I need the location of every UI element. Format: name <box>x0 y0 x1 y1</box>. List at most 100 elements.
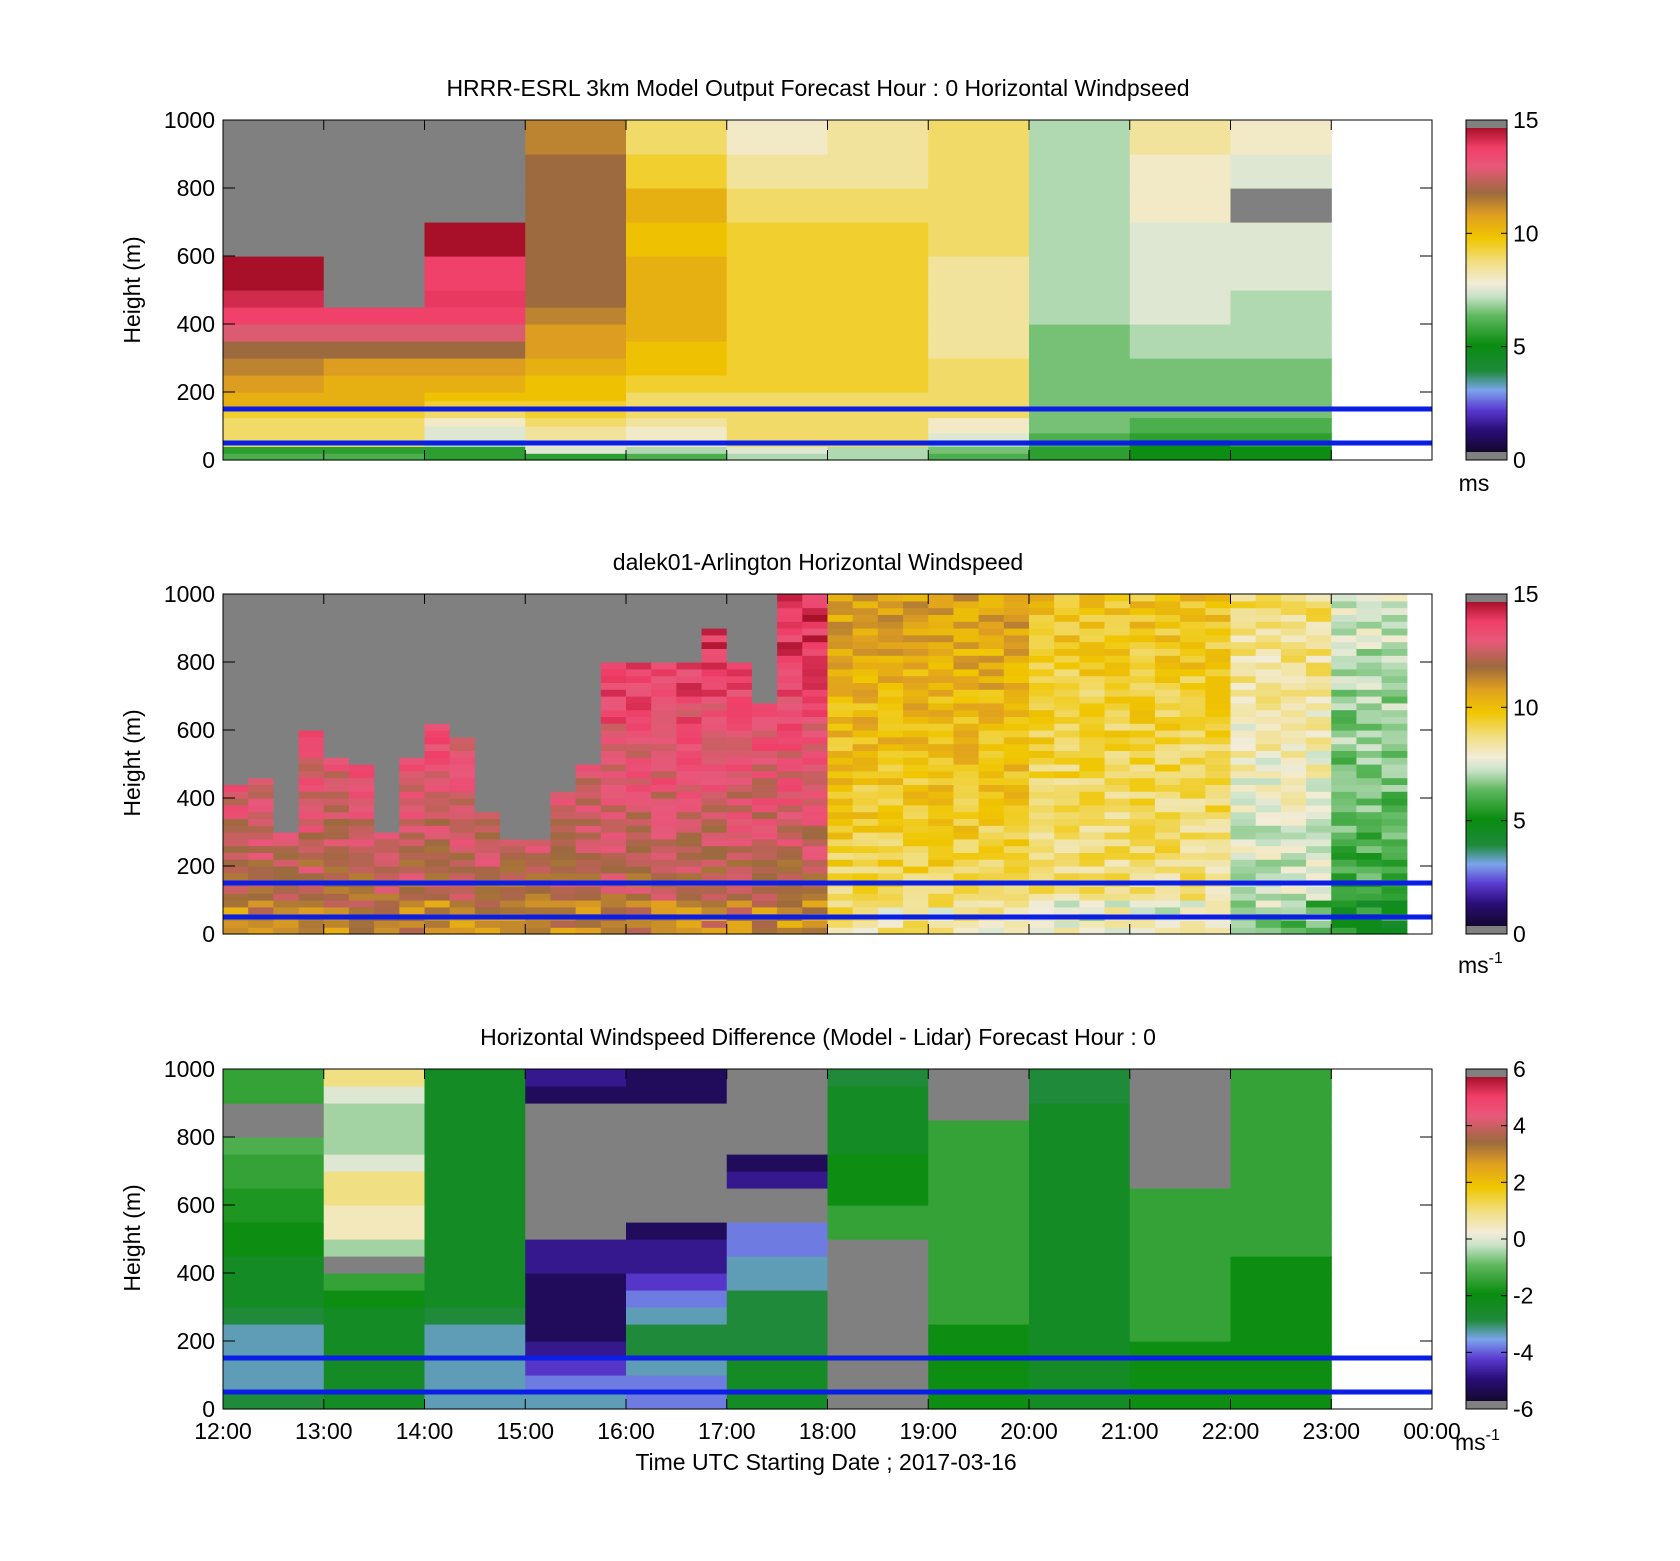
heatmap-cell <box>1104 764 1131 772</box>
heatmap-cell <box>928 859 955 867</box>
heatmap-cell <box>726 716 753 724</box>
heatmap-cell <box>273 927 300 935</box>
heatmap-cell <box>323 798 350 806</box>
heatmap-cell <box>1381 723 1408 731</box>
heatmap-cell <box>877 668 904 677</box>
heatmap-cell <box>1280 634 1307 643</box>
heatmap-cell <box>374 682 400 690</box>
heatmap-cell <box>575 804 602 813</box>
heatmap-cell <box>751 743 778 751</box>
heatmap-cell <box>575 648 602 656</box>
heatmap-cell <box>600 675 627 683</box>
heatmap-cell <box>273 730 300 738</box>
heatmap-cell <box>374 689 400 697</box>
heatmap-cell <box>575 757 602 765</box>
heatmap-cell <box>1230 736 1257 745</box>
heatmap-cell <box>1331 838 1358 847</box>
lidar-heatmap <box>223 594 1432 935</box>
heatmap-cell <box>323 1392 426 1410</box>
heatmap-cell <box>424 798 451 806</box>
heatmap-cell <box>1230 375 1332 393</box>
heatmap-cell <box>323 641 350 649</box>
heatmap-cell <box>877 743 904 751</box>
heatmap-cell <box>903 927 929 935</box>
heatmap-cell <box>626 906 652 915</box>
heatmap-cell <box>223 689 249 697</box>
heatmap-cell <box>223 743 249 751</box>
heatmap-cell <box>474 668 501 677</box>
heatmap-cell <box>1180 818 1206 826</box>
heatmap-cell <box>424 900 451 908</box>
heatmap-cell <box>273 804 300 813</box>
heatmap-cell <box>348 709 375 717</box>
heatmap-cell <box>651 906 677 915</box>
y-tick-label: 800 <box>177 649 215 675</box>
heatmap-cell <box>1079 893 1106 901</box>
heatmap-cell <box>1280 866 1307 874</box>
heatmap-cell <box>1029 784 1055 792</box>
heatmap-cell <box>223 852 249 860</box>
heatmap-cell <box>525 1188 627 1206</box>
heatmap-cell <box>1003 866 1030 874</box>
heatmap-cell <box>1306 668 1332 677</box>
heatmap-cell <box>323 689 350 697</box>
heatmap-cell <box>1331 628 1358 636</box>
heatmap-cell <box>1230 1171 1332 1189</box>
heatmap-cell <box>1230 400 1332 410</box>
heatmap-cell <box>1306 600 1332 609</box>
heatmap-cell <box>1205 893 1232 901</box>
heatmap-cell <box>978 804 1005 813</box>
heatmap-cell <box>474 920 501 928</box>
heatmap-cell <box>1230 689 1257 697</box>
heatmap-cell <box>1280 804 1307 813</box>
heatmap-cell <box>1079 641 1106 649</box>
heatmap-cell <box>500 675 526 683</box>
heatmap-cell <box>223 702 249 711</box>
heatmap-cell <box>701 662 728 670</box>
heatmap-cell <box>802 607 829 615</box>
heatmap-cell <box>248 845 274 853</box>
heatmap-cell <box>676 594 703 602</box>
heatmap-cell <box>1280 825 1307 833</box>
heatmap-cell <box>777 641 803 649</box>
heatmap-cell <box>827 1154 929 1172</box>
heatmap-cell <box>751 818 778 826</box>
heatmap-cell <box>953 607 980 615</box>
heatmap-cell <box>1104 791 1131 799</box>
heatmap-cell <box>1255 920 1282 928</box>
heatmap-cell <box>500 764 526 772</box>
heatmap-cell <box>525 723 552 731</box>
heatmap-cell <box>928 307 1030 325</box>
heatmap-cell <box>1381 621 1408 629</box>
heatmap-cell <box>1381 811 1408 819</box>
heatmap-cell <box>651 900 677 908</box>
heatmap-cell <box>1154 621 1181 629</box>
heatmap-cell <box>1306 886 1332 894</box>
heatmap-cell <box>1003 682 1030 690</box>
heatmap-cell <box>298 832 325 840</box>
heatmap-cell <box>928 426 1030 434</box>
heatmap-cell <box>575 600 602 609</box>
heatmap-cell <box>323 432 426 441</box>
heatmap-cell <box>1029 324 1131 342</box>
heatmap-cell <box>701 668 728 677</box>
heatmap-cell <box>500 662 526 670</box>
heatmap-cell <box>1280 927 1307 935</box>
heatmap-cell <box>827 154 929 189</box>
heatmap-cell <box>550 621 577 629</box>
heatmap-cell <box>726 1307 829 1325</box>
heatmap-cell <box>525 1307 627 1325</box>
heatmap-cell <box>1356 893 1383 901</box>
heatmap-cell <box>424 811 451 819</box>
heatmap-cell <box>1054 927 1080 935</box>
heatmap-cell <box>525 648 552 656</box>
heatmap-cell <box>248 777 274 785</box>
heatmap-cell <box>928 770 955 779</box>
heatmap-cell <box>827 188 929 223</box>
heatmap-cell <box>827 736 854 745</box>
heatmap-cell <box>424 750 451 758</box>
heatmap-cell <box>701 866 728 874</box>
heatmap-cell <box>626 1103 728 1121</box>
heatmap-cell <box>827 1086 929 1104</box>
heatmap-cell <box>399 702 426 711</box>
